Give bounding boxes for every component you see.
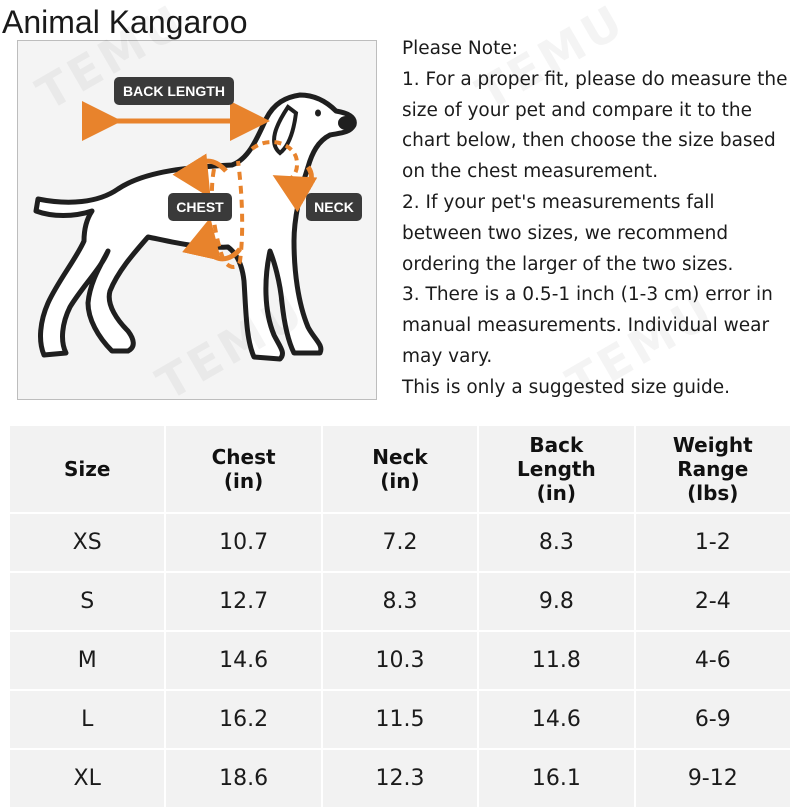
cell-neck: 12.3 xyxy=(320,748,480,809)
header-weight-range: Weight Range (lbs) xyxy=(633,424,793,514)
dog-outline xyxy=(33,92,357,362)
svg-text:BACK LENGTH: BACK LENGTH xyxy=(123,83,225,99)
chest-label: CHEST xyxy=(168,193,232,221)
cell-back-length: 16.1 xyxy=(477,748,636,809)
cell-chest: 10.7 xyxy=(164,512,323,573)
cell-chest: 18.6 xyxy=(164,748,323,809)
brand-title: Animal Kangaroo xyxy=(2,4,248,40)
svg-text:CHEST: CHEST xyxy=(176,199,224,215)
cell-back-length: 11.8 xyxy=(477,630,636,691)
note-footer: This is only a suggested size guide. xyxy=(402,376,731,398)
cell-weight-range: 1-2 xyxy=(633,512,793,573)
cell-size: L xyxy=(7,689,167,750)
measurement-illustration: BACK LENGTH CHEST NECK xyxy=(17,40,377,400)
cell-back-length: 8.3 xyxy=(477,512,636,573)
cell-neck: 7.2 xyxy=(320,512,480,573)
size-chart-table: Size Chest (in) Neck (in) Back Length (in) W… xyxy=(7,424,793,809)
note-item: 1. For a proper fit, please do measure t… xyxy=(402,68,788,183)
table-row: L 16.2 11.5 14.6 6-9 xyxy=(7,689,793,750)
table-row: S 12.7 8.3 9.8 2-4 xyxy=(7,571,793,632)
cell-size: XS xyxy=(7,512,167,573)
cell-weight-range: 4-6 xyxy=(633,630,793,691)
cell-neck: 8.3 xyxy=(320,571,480,632)
chest-upper-arrow xyxy=(172,153,228,198)
dog-diagram: BACK LENGTH CHEST NECK xyxy=(33,77,362,362)
header-chest: Chest (in) xyxy=(164,424,323,514)
cell-weight-range: 6-9 xyxy=(633,689,793,750)
back-length-label: BACK LENGTH xyxy=(114,77,234,105)
table-row: XL 18.6 12.3 16.1 9-12 xyxy=(7,748,793,809)
header-neck: Neck (in) xyxy=(320,424,480,514)
cell-chest: 12.7 xyxy=(164,571,323,632)
cell-weight-range: 2-4 xyxy=(633,571,793,632)
table-row: XS 10.7 7.2 8.3 1-2 xyxy=(7,512,793,573)
note-item: 2. If your pet's measurements fall betwe… xyxy=(402,191,734,275)
table-header-row: Size Chest (in) Neck (in) Back Length (in) W… xyxy=(7,424,793,514)
note-item: 3. There is a 0.5-1 inch (1-3 cm) error … xyxy=(402,284,773,367)
cell-chest: 16.2 xyxy=(164,689,323,750)
please-note-text: Please Note: 1. For a proper fit, please… xyxy=(402,34,798,404)
svg-text:NECK: NECK xyxy=(314,199,354,215)
neck-label: NECK xyxy=(306,193,362,221)
cell-neck: 11.5 xyxy=(320,689,480,750)
dog-eye xyxy=(315,109,321,117)
cell-size: XL xyxy=(7,748,167,809)
cell-size: S xyxy=(7,571,167,632)
table-row: M 14.6 10.3 11.8 4-6 xyxy=(7,630,793,691)
cell-back-length: 14.6 xyxy=(477,689,636,750)
cell-weight-range: 9-12 xyxy=(633,748,793,809)
dog-nose xyxy=(338,116,354,130)
chest-lower-arrow xyxy=(182,217,242,262)
note-heading: Please Note: xyxy=(402,38,518,59)
header-size: Size xyxy=(7,424,167,514)
neck-arrow xyxy=(272,165,318,213)
header-back-length: Back Length (in) xyxy=(477,424,636,514)
cell-back-length: 9.8 xyxy=(477,571,636,632)
cell-chest: 14.6 xyxy=(164,630,323,691)
cell-size: M xyxy=(7,630,167,691)
cell-neck: 10.3 xyxy=(320,630,480,691)
